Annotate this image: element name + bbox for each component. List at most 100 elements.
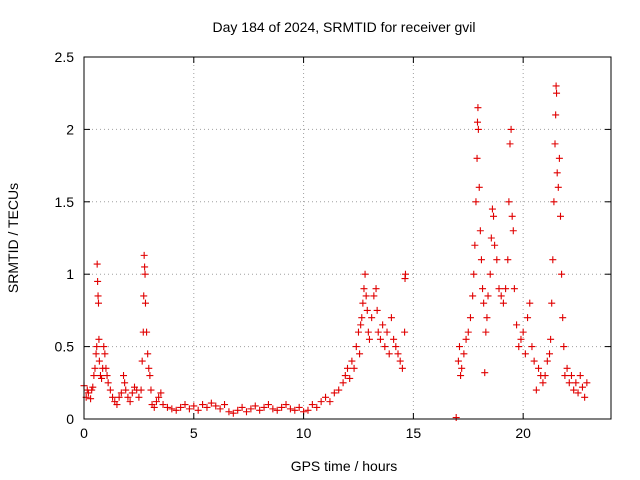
data-point — [273, 406, 281, 414]
data-point — [506, 140, 514, 148]
data-point — [326, 398, 334, 406]
y-tick-label: 0 — [66, 411, 74, 427]
data-point — [91, 364, 99, 372]
data-point — [234, 406, 242, 414]
data-point — [88, 386, 96, 394]
y-tick-label: 2 — [66, 121, 74, 137]
data-point — [172, 406, 180, 414]
y-tick-label: 0.5 — [55, 339, 75, 355]
data-point — [352, 343, 360, 351]
data-point — [278, 403, 286, 411]
grid — [84, 57, 611, 419]
data-point — [363, 306, 371, 314]
data-point — [140, 251, 148, 259]
data-point — [357, 321, 365, 329]
data-point — [138, 357, 146, 365]
data-point — [374, 328, 382, 336]
data-point — [578, 383, 586, 391]
data-point — [550, 198, 558, 206]
data-point — [495, 285, 503, 293]
data-point — [474, 125, 482, 133]
data-point — [101, 350, 109, 358]
x-tick-label: 10 — [296, 425, 312, 441]
data-point — [95, 335, 103, 343]
data-point — [84, 389, 92, 397]
data-point — [98, 374, 106, 382]
data-point — [203, 403, 211, 411]
data-point — [90, 372, 98, 380]
data-point — [113, 401, 121, 409]
data-point — [358, 314, 366, 322]
data-point — [394, 350, 402, 358]
data-point — [570, 386, 578, 394]
data-point — [471, 241, 479, 249]
plot-frame — [83, 56, 612, 420]
data-point — [216, 405, 224, 413]
data-point — [251, 402, 259, 410]
data-point — [505, 198, 513, 206]
y-axis-label: SRMTID / TECUs — [5, 183, 21, 293]
data-point — [401, 328, 409, 336]
data-point — [396, 357, 404, 365]
data-point — [141, 263, 149, 271]
data-point — [515, 343, 523, 351]
data-point — [565, 379, 573, 387]
data-point — [528, 343, 536, 351]
data-point — [563, 364, 571, 372]
data-point — [207, 399, 215, 407]
data-point — [264, 401, 272, 409]
data-point — [350, 364, 358, 372]
data-point — [548, 299, 556, 307]
data-point — [561, 372, 569, 380]
data-point — [559, 314, 567, 322]
data-point — [526, 299, 534, 307]
data-point — [212, 402, 220, 410]
data-point — [473, 154, 481, 162]
data-point — [96, 372, 104, 380]
data-point — [94, 292, 102, 300]
data-point — [454, 357, 462, 365]
data-point — [466, 314, 474, 322]
data-point — [530, 357, 538, 365]
data-point — [354, 328, 362, 336]
data-point — [479, 285, 487, 293]
data-point — [102, 364, 110, 372]
data-point — [152, 398, 160, 406]
data-point — [553, 169, 561, 177]
data-point — [576, 372, 584, 380]
data-point — [360, 285, 368, 293]
data-point — [535, 364, 543, 372]
y-tick-label: 2.5 — [55, 49, 75, 65]
data-point — [361, 270, 369, 278]
data-point — [583, 379, 591, 387]
data-point — [256, 406, 264, 414]
data-point — [493, 256, 501, 264]
data-point — [93, 260, 101, 268]
data-point — [308, 401, 316, 409]
data-point — [295, 403, 303, 411]
y-tick-label: 1.5 — [55, 194, 75, 210]
data-point — [269, 405, 277, 413]
data-point — [335, 386, 343, 394]
data-point — [100, 343, 108, 351]
data-point — [554, 183, 562, 191]
data-point — [401, 270, 409, 278]
data-point — [199, 401, 207, 409]
data-point — [487, 234, 495, 242]
data-point — [517, 335, 525, 343]
data-point — [574, 389, 582, 397]
data-point — [106, 386, 114, 394]
data-point — [470, 270, 478, 278]
data-point — [519, 328, 527, 336]
data-point — [126, 398, 134, 406]
data-point — [497, 292, 505, 300]
x-tick-label: 15 — [406, 425, 422, 441]
axis-ticks: 0 5 10 15 20 0 0.5 1 1.5 2 2.5 — [55, 49, 611, 441]
data-point — [556, 212, 564, 220]
data-point — [509, 227, 517, 235]
data-point — [552, 111, 560, 119]
data-point — [181, 401, 189, 409]
data-point — [477, 256, 485, 264]
data-point — [135, 393, 143, 401]
